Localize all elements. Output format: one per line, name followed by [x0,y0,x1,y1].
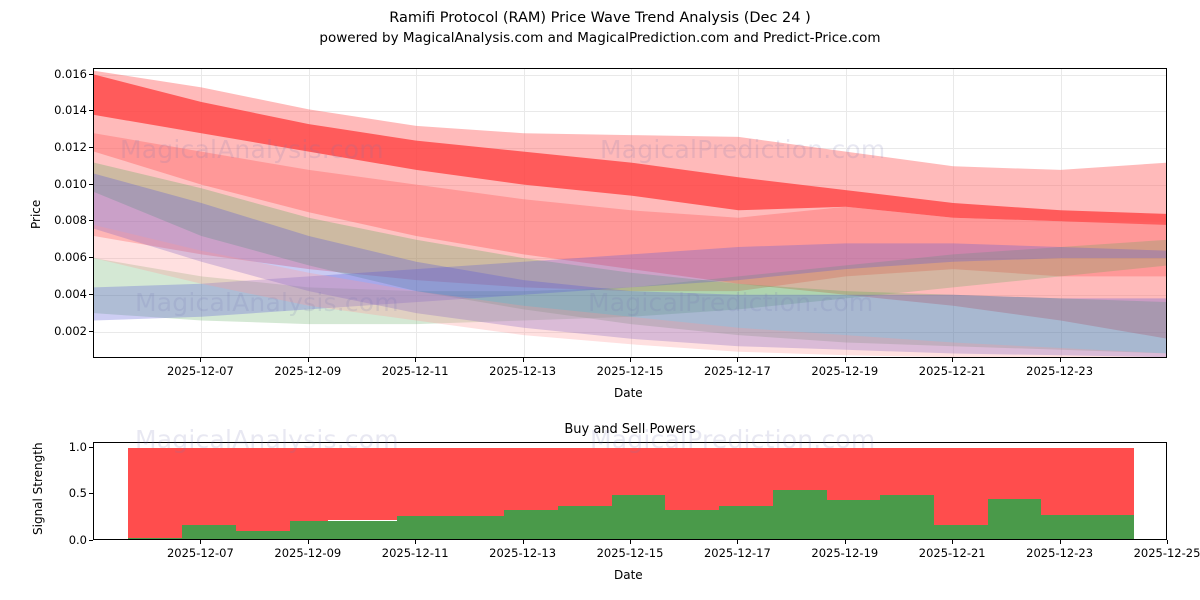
x-tick-mark [630,358,631,362]
x-tick-label: 2025-12-17 [703,364,771,378]
y-axis-title: Signal Strength [31,442,45,535]
y-tick-label: 0.012 [54,139,87,154]
bar-sell-power [1041,447,1134,515]
y-tick-mark [89,257,93,259]
x-tick-mark [200,540,202,544]
blue-upper-band [94,173,1166,357]
x-tick-mark [844,358,846,362]
gridline-horizontal [94,147,1166,149]
y-tick-mark [89,446,93,448]
x-axis-title: Date [614,386,643,400]
x-tick-mark [307,540,309,544]
gridline-vertical [201,69,203,357]
bar-group [1041,443,1134,539]
x-tick-mark [737,540,739,544]
x-tick-label: 2025-12-13 [489,546,557,560]
x-tick-label: 2025-12-11 [381,546,449,560]
y-axis-title: Price [29,199,43,229]
y-tick-label: 0.0 [68,533,87,547]
x-tick-mark [737,358,739,362]
y-tick-mark [89,183,93,185]
x-tick-mark [307,358,309,362]
y-tick-mark [89,220,93,222]
y-tick-label: 0.002 [54,323,87,338]
y-tick-mark [89,110,93,112]
price-wave-axes [93,68,1167,358]
x-axis-title: Date [614,568,643,582]
blue-rising-band [94,243,1166,321]
x-tick-label: 2025-12-23 [1026,546,1094,560]
y-tick-label: 0.004 [54,286,87,301]
y-tick-mark [89,73,93,75]
x-tick-mark [200,358,202,362]
y-tick-label: 0.008 [54,213,87,228]
x-tick-mark [952,358,954,362]
x-tick-mark [1167,540,1168,544]
y-tick-label: 0.014 [54,103,87,118]
gridline-horizontal [94,74,1166,76]
buy-sell-chart-title: Buy and Sell Powers [564,422,696,437]
x-tick-mark [522,358,524,362]
x-tick-label: 2025-12-15 [596,364,664,378]
page-title: Ramifi Protocol (RAM) Price Wave Trend A… [389,10,811,26]
x-tick-mark [952,540,954,544]
x-tick-label: 2025-12-13 [489,364,557,378]
y-tick-label: 0.5 [68,486,87,501]
x-tick-mark [415,358,417,362]
bar-buy-power [235,530,329,539]
x-tick-label: 2025-12-21 [918,364,986,378]
y-tick-label: 0.006 [54,250,87,265]
gridline-vertical [523,69,525,357]
y-tick-mark [89,540,93,541]
x-tick-mark [1059,358,1061,362]
green-rising-band [94,239,1166,325]
x-tick-label: 2025-12-23 [1026,364,1094,378]
red-mid-band [94,74,1166,225]
x-tick-label: 2025-12-19 [811,546,879,560]
y-tick-mark [89,293,93,295]
gridline-horizontal [94,294,1166,296]
x-tick-label: 2025-12-11 [381,364,449,378]
gridline-vertical [631,69,632,357]
y-tick-mark [89,330,93,332]
gridline-vertical [308,69,310,357]
x-tick-label: 2025-12-21 [918,546,986,560]
x-tick-mark [844,540,846,544]
gridline-horizontal [94,331,1166,333]
x-tick-label: 2025-12-07 [166,546,234,560]
x-tick-label: 2025-12-19 [811,364,879,378]
x-tick-label: 2025-12-15 [596,546,664,560]
page-subtitle: powered by MagicalAnalysis.com and Magic… [319,30,881,46]
x-tick-label: 2025-12-25 [1133,546,1200,560]
x-tick-label: 2025-12-09 [274,364,342,378]
gridline-vertical [845,69,847,357]
y-tick-mark [89,146,93,148]
buy-sell-powers-axes [93,442,1167,540]
x-tick-mark [1059,540,1061,544]
y-tick-mark [89,493,93,495]
y-tick-label: 1.0 [68,439,87,454]
y-tick-label: 0.010 [54,176,87,191]
gridline-horizontal [94,221,1166,223]
y-tick-label: 0.016 [54,66,87,81]
x-tick-label: 2025-12-09 [274,546,342,560]
x-tick-label: 2025-12-07 [166,364,234,378]
red-lower-band [94,133,1166,292]
gridline-horizontal [94,258,1166,260]
x-tick-mark [415,540,417,544]
x-tick-mark [522,540,524,544]
gridline-vertical [738,69,740,357]
x-tick-mark [630,540,631,544]
title-block: Ramifi Protocol (RAM) Price Wave Trend A… [0,8,1200,48]
gridline-horizontal [94,111,1166,113]
x-tick-label: 2025-12-17 [703,546,771,560]
bar-buy-power [1041,514,1134,539]
bar-buy-power [128,538,221,539]
pink-low-band [94,225,1166,357]
green-upper-band [94,162,1166,354]
gridline-vertical [416,69,418,357]
